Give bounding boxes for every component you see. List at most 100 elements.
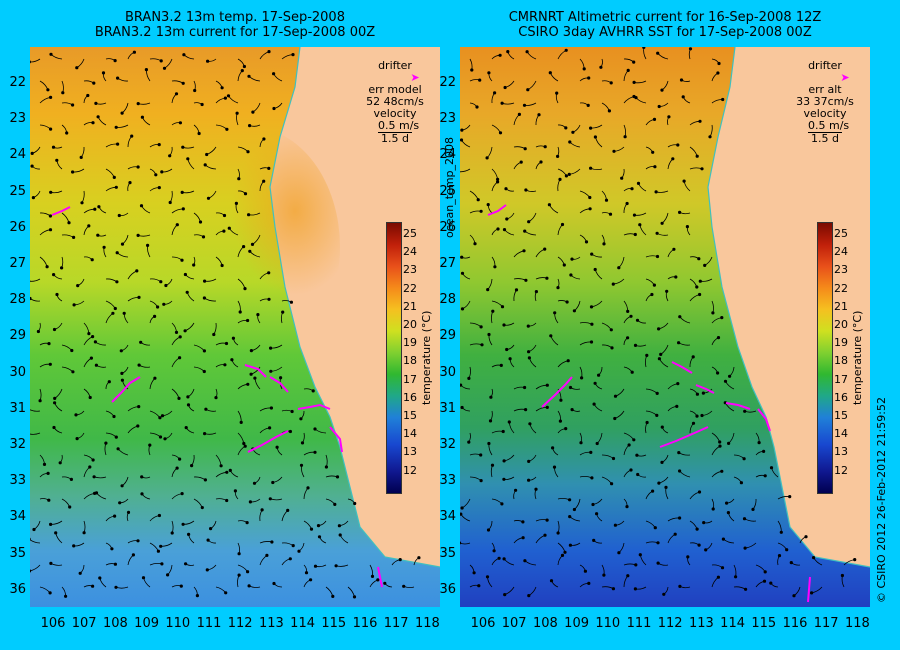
vector-head bbox=[118, 501, 122, 505]
latitude-label-right: 32 bbox=[439, 437, 456, 452]
vector-head bbox=[569, 273, 573, 277]
vector-head bbox=[269, 406, 273, 410]
vector-head bbox=[186, 395, 190, 399]
vector-head bbox=[256, 313, 260, 317]
vector-head bbox=[479, 453, 483, 457]
vector-head bbox=[718, 444, 722, 448]
vector-head bbox=[333, 502, 337, 506]
vector-head bbox=[527, 459, 531, 463]
current-vectors bbox=[460, 47, 857, 598]
vector-head bbox=[231, 336, 235, 340]
vector-head bbox=[497, 556, 501, 560]
vector-head bbox=[242, 441, 246, 446]
current-vector bbox=[30, 432, 41, 435]
vector-head bbox=[156, 305, 160, 309]
vector-head bbox=[288, 557, 292, 561]
vector-head bbox=[224, 591, 228, 595]
vector-head bbox=[137, 363, 141, 367]
vector-head bbox=[82, 531, 86, 535]
vector-head bbox=[629, 468, 633, 472]
vector-head bbox=[248, 500, 252, 504]
latitude-label-right: 23 bbox=[439, 111, 456, 127]
vector-head bbox=[645, 420, 649, 425]
vector-head bbox=[72, 235, 76, 239]
vector-head bbox=[174, 92, 179, 96]
vector-head bbox=[743, 409, 747, 413]
vector-head bbox=[650, 292, 654, 297]
vector-head bbox=[120, 242, 125, 246]
vector-head bbox=[630, 187, 634, 191]
vector-head bbox=[160, 170, 164, 174]
vector-head bbox=[54, 531, 58, 535]
vector-head bbox=[590, 322, 594, 326]
vector-head bbox=[607, 109, 611, 113]
vector-head bbox=[608, 212, 613, 216]
current-vector bbox=[460, 168, 471, 173]
vector-head bbox=[304, 571, 309, 575]
vector-head bbox=[623, 135, 627, 139]
vector-head bbox=[226, 94, 231, 98]
vector-head bbox=[702, 521, 706, 525]
vector-head bbox=[86, 93, 90, 98]
vector-head bbox=[700, 413, 704, 418]
drifter-track bbox=[725, 402, 751, 410]
vector-head bbox=[584, 240, 589, 244]
longitude-label-left: 113 bbox=[258, 616, 284, 631]
vector-head bbox=[119, 349, 123, 353]
vector-head bbox=[545, 518, 549, 522]
vector-head bbox=[190, 464, 194, 468]
current-vector bbox=[30, 409, 41, 412]
right-colorbar-label: temperature (°C) bbox=[851, 310, 864, 405]
vector-head bbox=[91, 584, 95, 588]
drifter-tracks bbox=[51, 206, 383, 588]
vector-head bbox=[306, 486, 310, 490]
vector-head bbox=[656, 561, 660, 565]
vector-head bbox=[490, 463, 495, 467]
vector-head bbox=[224, 341, 229, 346]
latitude-label-right: 36 bbox=[439, 581, 456, 597]
vector-head bbox=[130, 134, 134, 138]
vector-head bbox=[629, 314, 633, 318]
vector-head bbox=[708, 135, 712, 139]
vector-head bbox=[523, 229, 527, 233]
vector-head bbox=[291, 544, 295, 548]
vector-head bbox=[67, 221, 71, 225]
vector-head bbox=[580, 376, 584, 380]
vector-head bbox=[267, 166, 271, 170]
vector-head bbox=[115, 251, 119, 255]
vector-head bbox=[234, 201, 238, 205]
vector-head bbox=[720, 316, 724, 320]
vector-head bbox=[716, 575, 720, 579]
vector-head bbox=[659, 352, 663, 356]
vector-head bbox=[762, 449, 766, 453]
vector-head bbox=[548, 71, 552, 75]
ocean-area bbox=[460, 47, 870, 607]
vector-head bbox=[214, 396, 218, 400]
vector-head bbox=[717, 61, 721, 66]
vector-head bbox=[87, 332, 91, 336]
vector-head bbox=[101, 71, 106, 75]
vector-head bbox=[309, 527, 314, 531]
vector-head bbox=[267, 50, 271, 54]
vector-head bbox=[243, 192, 248, 196]
vector-head bbox=[505, 347, 509, 352]
vector-head bbox=[725, 501, 729, 505]
vector-head bbox=[181, 145, 185, 149]
vector-head bbox=[588, 207, 592, 211]
vector-head bbox=[779, 530, 783, 534]
vector-head bbox=[313, 564, 318, 568]
latitude-label-right: 34 bbox=[439, 509, 456, 525]
vector-head bbox=[262, 179, 266, 183]
drifter-track bbox=[269, 376, 289, 393]
vector-head bbox=[697, 490, 702, 494]
vector-head bbox=[496, 227, 500, 231]
vector-head bbox=[46, 471, 50, 475]
vector-head bbox=[49, 95, 53, 99]
vector-head bbox=[660, 425, 664, 429]
vector-head bbox=[317, 535, 322, 539]
vector-head bbox=[698, 292, 702, 297]
vector-head bbox=[30, 296, 32, 301]
vector-head bbox=[203, 432, 207, 436]
vector-head bbox=[527, 594, 531, 598]
right-title-line2: CSIRO 3day AVHRR SST for 17-Sep-2008 00Z bbox=[518, 25, 812, 40]
